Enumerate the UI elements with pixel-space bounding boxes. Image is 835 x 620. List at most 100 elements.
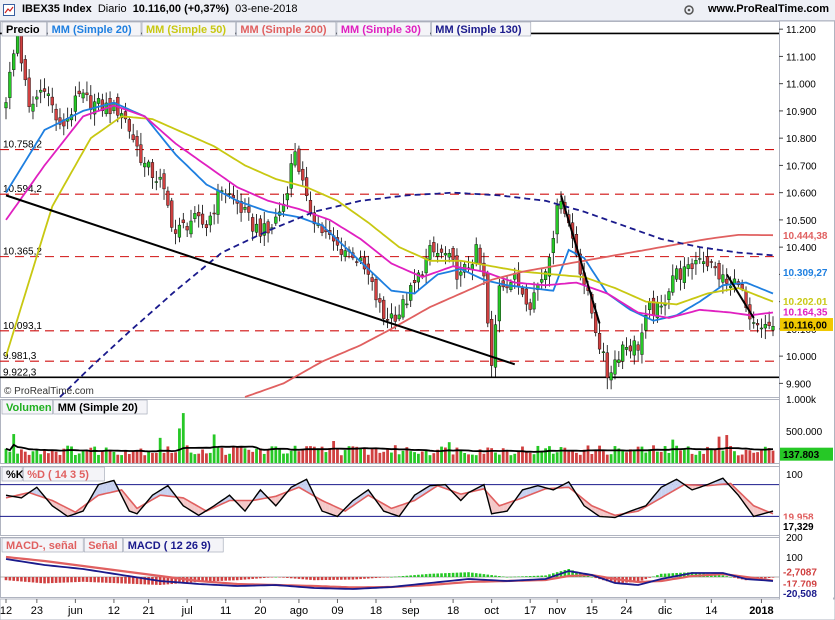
stochastic-legend-item-label[interactable]: %K (6, 469, 24, 481)
macd-legend-item-label[interactable]: MACD ( 12 26 9) (128, 540, 211, 552)
candle-body-up (208, 215, 212, 226)
ma-value-badge-text: 10.164,35 (783, 307, 828, 318)
watermark: © ProRealTime.com (4, 386, 94, 397)
price-legend-item-box[interactable] (1, 21, 47, 37)
stochastic-legend-item[interactable]: %D ( 14 3 5) (22, 466, 105, 482)
period-label: Diario (97, 3, 127, 15)
candle (301, 161, 305, 186)
stochastic-fill (522, 488, 527, 498)
macd-legend-item[interactable]: MACD ( 12 26 9) (123, 537, 224, 553)
price-legend-item[interactable]: MM (Simple 200) (236, 21, 337, 37)
stochastic-legend-item-box[interactable] (22, 466, 105, 482)
stochastic-fill (364, 489, 369, 498)
volume-bar-down (748, 450, 752, 463)
volume-legend-item[interactable]: MM (Simple 20) (53, 399, 148, 415)
price-legend-item-label[interactable]: Precio (6, 24, 40, 36)
volume-bar-up (698, 451, 702, 463)
volume-bar-down (690, 453, 694, 463)
volume-bar-up (112, 451, 116, 463)
price-legend-item-label[interactable]: MM (Simple 30) (341, 24, 421, 36)
price-legend-item-box[interactable] (47, 21, 142, 37)
price-legend-item[interactable]: MM (Simple 20) (47, 21, 142, 37)
volume-bar-down (43, 449, 46, 463)
macd-legend-item-box[interactable] (123, 537, 224, 553)
volume-last-badge-text: 137.803 (783, 450, 820, 461)
volume-bar-down (58, 454, 62, 463)
stochastic-legend-item[interactable]: %K (1, 466, 24, 482)
volume-bar-down (524, 451, 528, 463)
volume-legend-item-box[interactable] (1, 399, 54, 415)
volume-bar-down (366, 454, 370, 463)
price-legend-item-box[interactable] (236, 21, 337, 37)
candle-body-up (559, 201, 563, 210)
candle-body-down (385, 319, 390, 321)
settings-icon[interactable] (683, 4, 695, 16)
candle-body-down (247, 206, 251, 213)
volume-bar-down (100, 450, 104, 463)
macd-hist-up (509, 576, 513, 578)
candle (85, 81, 89, 102)
stochastic-fill (164, 485, 168, 497)
volume-legend-item-label[interactable]: MM (Simple 20) (58, 402, 138, 414)
macd-legend-item-label[interactable]: Señal (88, 540, 117, 552)
price-legend-item-label[interactable]: MM (Simple 130) (435, 24, 522, 36)
price-legend-item-box[interactable] (336, 21, 431, 37)
volume-bar-down (46, 453, 50, 463)
volume-legend-item-label[interactable]: Volumen (6, 402, 52, 414)
candle (694, 251, 698, 275)
volume-bar-up (178, 428, 181, 463)
price-legend-item-box[interactable] (430, 21, 532, 37)
volume-bar-up (682, 448, 686, 463)
macd-legend-item-box[interactable] (83, 537, 123, 553)
price-legend-item[interactable]: Precio (1, 21, 47, 37)
stochastic-fill (194, 504, 199, 516)
volume-bar-down (717, 436, 721, 463)
chart-window-icon[interactable] (3, 4, 15, 16)
macd-hist-down (609, 577, 613, 583)
stochastic-legend-item-box[interactable] (1, 466, 23, 482)
stochastic-fill (399, 504, 403, 517)
macd-legend-item-label[interactable]: MACD-, señal (6, 540, 77, 552)
moving-average-line (244, 233, 774, 398)
price-legend-item[interactable]: MM (Simple 30) (336, 21, 431, 37)
stochastic-fill (306, 479, 311, 494)
price-legend-item[interactable]: MM (Simple 50) (141, 21, 236, 37)
macd-legend-item-box[interactable] (1, 537, 84, 553)
volume-bar-down (220, 447, 224, 463)
macd-hist-up (440, 573, 443, 577)
stochastic-legend-item-label[interactable]: %D ( 14 3 5) (27, 469, 89, 481)
candle-body-up (81, 92, 85, 99)
stochastic-fill (395, 505, 400, 517)
volume-bar-up (497, 454, 501, 463)
volume-bar-down (625, 452, 628, 463)
stochastic-fill (753, 505, 758, 517)
price-legend-item[interactable]: MM (Simple 130) (430, 21, 532, 37)
macd-hist-down (201, 577, 204, 582)
candle (436, 243, 440, 263)
candle-body-down (451, 248, 455, 260)
macd-hist-down (116, 577, 120, 584)
volume-bar-down (20, 449, 23, 463)
x-tick-label: 15 (586, 605, 598, 617)
volume-legend-item-box[interactable] (53, 399, 148, 415)
candle-body-down (636, 344, 640, 351)
macd-hist-badge-bg (780, 565, 833, 579)
stochastic-k-line (5, 477, 774, 519)
macd-legend-item[interactable]: Señal (83, 537, 123, 553)
volume-bar-up (644, 452, 648, 463)
candle (601, 342, 606, 362)
y-tick-label: 10.700 (786, 161, 817, 172)
stochastic-fill (391, 507, 396, 516)
price-legend-item-label[interactable]: MM (Simple 200) (240, 24, 327, 36)
macd-hist-up (451, 572, 455, 577)
volume-legend-item[interactable]: Volumen (1, 399, 54, 415)
candle-body-down (150, 162, 155, 178)
stochastic-fill (36, 487, 41, 497)
price-legend-item-label[interactable]: MM (Simple 50) (146, 24, 226, 36)
macd-legend-item[interactable]: MACD-, señal (1, 537, 84, 553)
candle-body-down (678, 268, 683, 280)
price-legend-item-box[interactable] (141, 21, 236, 37)
trendline (725, 273, 755, 319)
price-legend-item-label[interactable]: MM (Simple 20) (52, 24, 132, 36)
